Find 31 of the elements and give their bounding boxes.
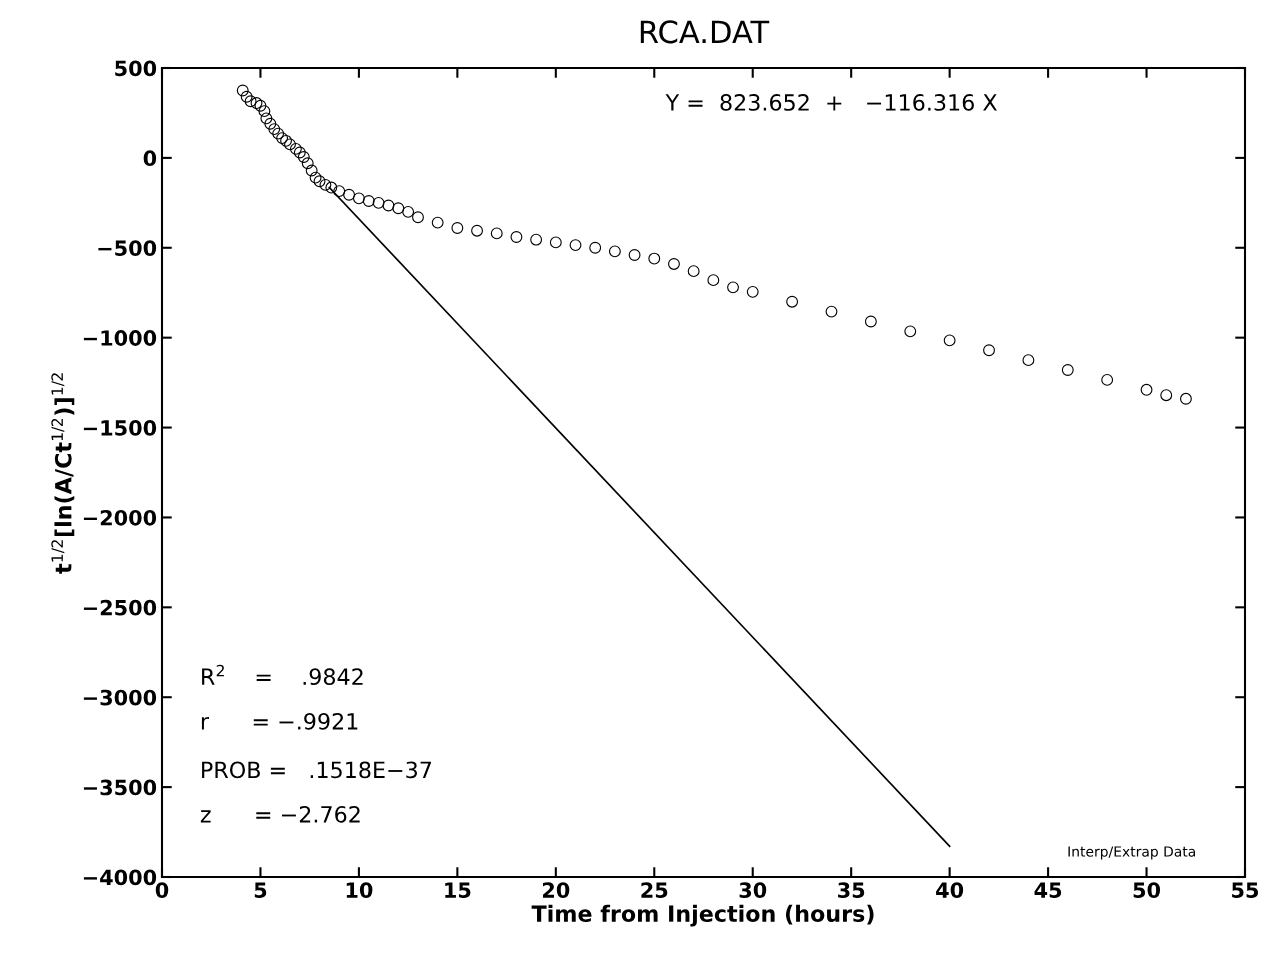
x-tick-label: 15 xyxy=(445,882,471,898)
x-tick-label: 0 xyxy=(155,882,169,898)
y-tick-label: 0 xyxy=(143,150,157,167)
annotation: Interp/Extrap Data xyxy=(1068,846,1195,860)
x-tick-label: 30 xyxy=(739,882,767,898)
x-tick-label: 45 xyxy=(1034,882,1062,898)
x-tick-label: 35 xyxy=(838,882,865,898)
y-tick-label: −1500 xyxy=(83,420,157,436)
y-axis-title: t$^{1/2}$[ln(A/Ct$^{1/2}$)]$^{1/2}$ xyxy=(51,373,75,574)
x-axis-title: Time from Injection (hours) xyxy=(531,904,874,927)
x-tick-label: 50 xyxy=(1133,882,1161,898)
x-tick-label: 20 xyxy=(542,882,570,898)
x-tick-label: 40 xyxy=(936,882,964,898)
annotation: r = −.9921 xyxy=(201,712,358,730)
x-tick-label: 5 xyxy=(254,882,267,898)
annotation: PROB = .1518E−37 xyxy=(202,761,432,779)
y-tick-label: −3500 xyxy=(83,779,157,796)
y-tick-label: −2000 xyxy=(83,509,157,526)
x-tick-label: 10 xyxy=(346,882,373,898)
y-tick-label: −4000 xyxy=(83,869,157,886)
y-tick-label: 500 xyxy=(115,60,157,77)
text: R$^{2}$ = .9842 xyxy=(202,664,363,686)
x-tick-label: 55 xyxy=(1232,882,1259,898)
annotation: Y = 823.652 + −116.316 X xyxy=(665,94,997,111)
x-tick-label: 25 xyxy=(641,882,668,898)
y-tick-label: −500 xyxy=(98,240,157,256)
y-tick-label: −1000 xyxy=(83,330,157,346)
annotation: z = −2.762 xyxy=(200,805,360,823)
y-tick-label: −3000 xyxy=(83,689,157,706)
chart-title: RCA.DAT xyxy=(640,20,770,44)
y-tick-label: −2500 xyxy=(83,599,157,616)
